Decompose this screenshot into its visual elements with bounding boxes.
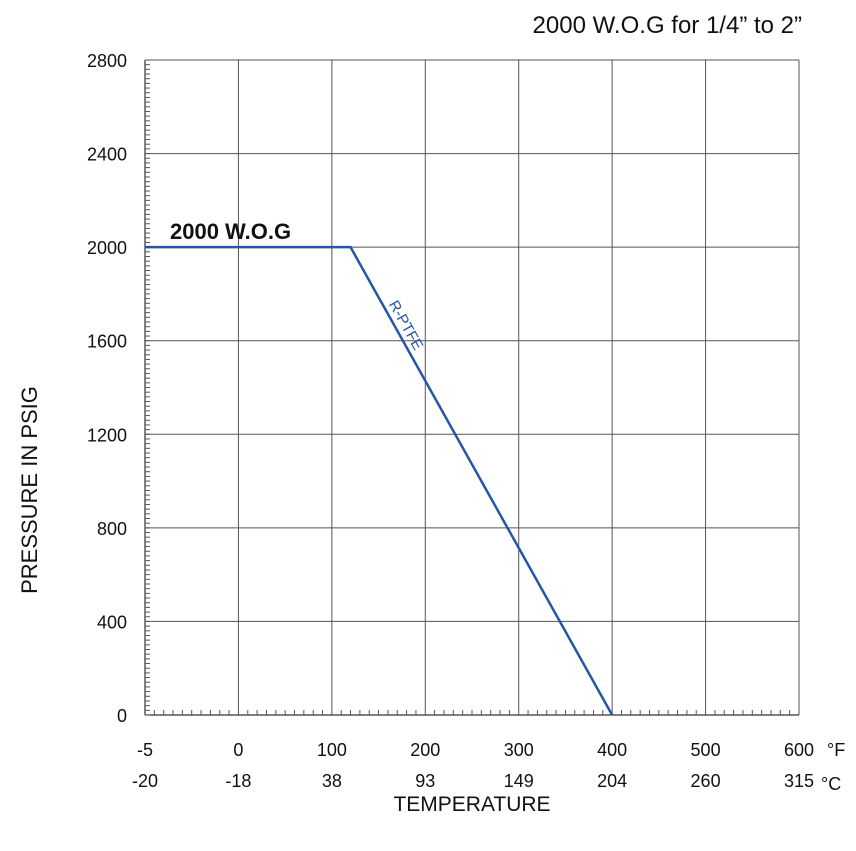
x-tick-label-f: -5 — [137, 740, 153, 760]
x-tick-label-c: 93 — [415, 771, 435, 791]
x-tick-label-f: 100 — [317, 740, 347, 760]
x-tick-label-c: 149 — [504, 771, 534, 791]
y-tick-label: 400 — [97, 612, 127, 632]
y-tick-label: 800 — [97, 519, 127, 539]
y-tick-label: 1200 — [87, 425, 127, 445]
unit-label-f: °F — [827, 740, 845, 760]
y-tick-label: 2800 — [87, 51, 127, 71]
x-tick-label-c: -20 — [132, 771, 158, 791]
series-line-r-ptfe — [145, 245, 614, 716]
chart-title: 2000 W.O.G for 1/4” to 2” — [532, 12, 802, 39]
annotation-label: 2000 W.O.G — [170, 219, 291, 244]
x-tick-label-c: 204 — [597, 771, 627, 791]
x-tick-label-c: 38 — [322, 771, 342, 791]
x-tick-label-c: -18 — [225, 771, 251, 791]
x-tick-label-f: 200 — [410, 740, 440, 760]
x-tick-label-c: 315 — [784, 771, 814, 791]
x-tick-label-f: 600 — [784, 740, 814, 760]
x-tick-label-f: 500 — [691, 740, 721, 760]
x-tick-label-c: 260 — [691, 771, 721, 791]
x-tick-label-f: 300 — [504, 740, 534, 760]
y-tick-label: 2000 — [87, 238, 127, 258]
x-tick-label-f: 400 — [597, 740, 627, 760]
unit-label-c: °C — [821, 774, 841, 794]
x-tick-label-f: 0 — [233, 740, 243, 760]
y-tick-label: 2400 — [87, 145, 127, 165]
y-tick-label: 0 — [117, 706, 127, 726]
y-tick-label: 1600 — [87, 332, 127, 352]
x-axis-label: TEMPERATURE — [393, 793, 551, 816]
